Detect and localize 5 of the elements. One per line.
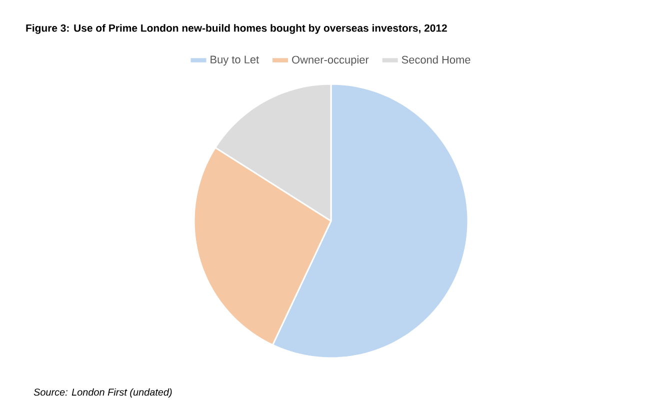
- source-note: Source: London First (undated): [34, 388, 172, 398]
- legend-label: Second Home: [402, 56, 470, 64]
- legend-label: Owner-occupier: [292, 56, 369, 66]
- chart-title: Figure 3: Use of Prime London new-build homes bought by overseas investors, 2012: [26, 24, 447, 34]
- legend-label: Buy to Let: [210, 56, 259, 66]
